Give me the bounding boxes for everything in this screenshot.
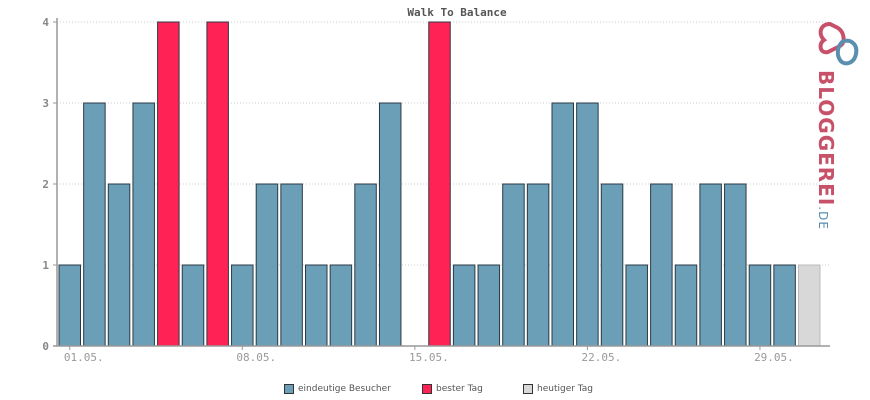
legend-swatch <box>284 384 294 394</box>
bar-6 <box>181 264 205 347</box>
chart-title: Walk To Balance <box>407 6 507 19</box>
x-tick-label: 08.05. <box>236 351 276 364</box>
x-tick-label: 22.05. <box>582 351 622 364</box>
bar-29 <box>748 264 772 347</box>
bar-23 <box>600 183 624 347</box>
bar-16 <box>428 21 451 347</box>
bar-11 <box>305 264 328 347</box>
legend-label: eindeutige Besucher <box>298 384 391 394</box>
bar-1 <box>58 264 81 347</box>
legend-label: heutiger Tag <box>537 384 594 394</box>
bar-2 <box>83 102 106 347</box>
bar-10 <box>280 183 303 347</box>
axes: 0 1 2 3 4 01.05. 08.05. 15.05. 22.05. 29.05. <box>42 16 830 364</box>
bar-27 <box>699 183 722 347</box>
bar-9 <box>255 183 279 347</box>
bar-18 <box>477 264 501 347</box>
y-tick-label: 3 <box>42 97 49 110</box>
legend-label: bester Tag <box>436 384 483 394</box>
bar-12 <box>329 264 353 347</box>
chart-legend: eindeutige Besucher bester Tag heutiger … <box>0 384 870 400</box>
bar-28 <box>724 183 747 347</box>
legend-swatch <box>523 384 533 394</box>
y-tick-label: 2 <box>42 178 49 191</box>
legend-item-visitors: eindeutige Besucher <box>284 384 391 394</box>
x-tick-label: 29.05. <box>754 351 794 364</box>
logo-mark-icon <box>818 21 859 66</box>
bar-7 <box>206 21 229 347</box>
y-tick-label: 1 <box>42 259 49 272</box>
x-tick-label: 01.05. <box>64 351 104 364</box>
bar-21 <box>551 102 574 347</box>
bar-13 <box>354 183 377 347</box>
y-tick-label: 0 <box>42 340 49 353</box>
bar-25 <box>650 183 673 347</box>
bar-4 <box>132 102 155 347</box>
bar-26 <box>674 264 698 347</box>
bars <box>58 21 821 347</box>
x-tick-label: 15.05. <box>409 351 449 364</box>
bar-19 <box>502 183 525 347</box>
legend-swatch <box>422 384 432 394</box>
logo-suffix: .DE <box>816 206 830 230</box>
bar-31 <box>798 264 821 347</box>
bar-14 <box>378 102 402 347</box>
legend-item-best-day: bester Tag <box>422 384 483 394</box>
y-tick-label: 4 <box>42 16 49 29</box>
bar-30 <box>773 264 796 347</box>
bloggerei-logo: BLOGGEREI.DE <box>810 18 866 230</box>
bar-24 <box>625 264 648 347</box>
legend-item-today: heutiger Tag <box>523 384 593 394</box>
bar-22 <box>576 102 599 347</box>
bar-3 <box>107 183 131 347</box>
bar-17 <box>452 264 476 347</box>
bar-8 <box>231 264 254 347</box>
logo-text: BLOGGEREI.DE <box>810 70 840 230</box>
bar-20 <box>526 183 550 347</box>
logo-wordmark: BLOGGEREI <box>814 70 838 207</box>
bar-5 <box>157 21 180 347</box>
